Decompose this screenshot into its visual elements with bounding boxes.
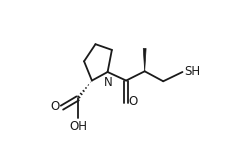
Polygon shape — [143, 49, 146, 71]
Text: O: O — [51, 100, 60, 113]
Text: OH: OH — [69, 121, 87, 133]
Text: N: N — [104, 76, 113, 89]
Text: SH: SH — [185, 65, 201, 78]
Text: O: O — [128, 95, 138, 108]
